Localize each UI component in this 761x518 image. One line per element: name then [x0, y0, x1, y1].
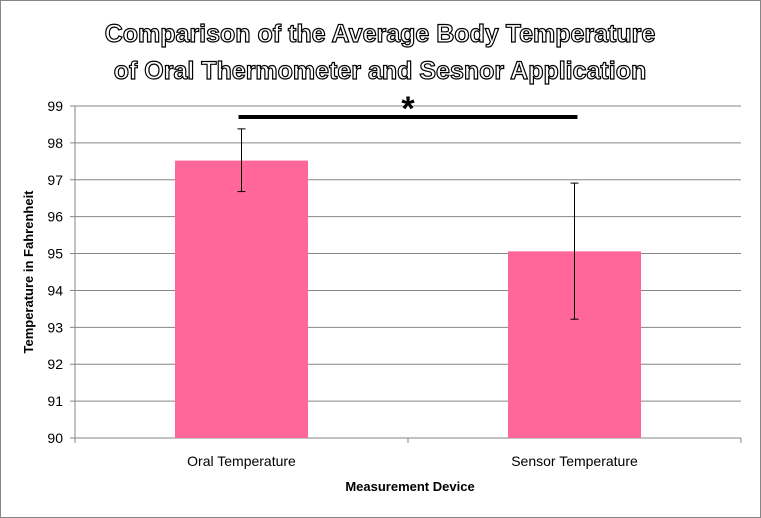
- y-tick-label: 91: [47, 393, 63, 409]
- y-axis-title: Temperature in Fahrenheit: [21, 190, 36, 354]
- significance-star: *: [401, 90, 415, 128]
- bars: [175, 160, 641, 438]
- x-tick-label: Oral Temperature: [187, 453, 296, 469]
- x-axis-title: Measurement Device: [345, 479, 474, 494]
- y-tick-label: 94: [47, 282, 63, 298]
- y-tick-label: 90: [47, 430, 63, 446]
- significance-bracket: *: [238, 90, 578, 128]
- x-tick-label: Sensor Temperature: [511, 453, 638, 469]
- y-tick-label: 99: [47, 98, 63, 114]
- x-tick-labels: Oral Temperature Sensor Temperature: [187, 453, 638, 469]
- error-bars: [237, 128, 579, 320]
- chart-title-line-1: Comparison of the Average Body Temperatu…: [105, 20, 656, 48]
- bar-1: [175, 160, 308, 438]
- y-tick-label: 98: [47, 135, 63, 151]
- y-tick-label: 96: [47, 209, 63, 225]
- y-tick-label: 95: [47, 246, 63, 262]
- y-tick-label: 92: [47, 356, 63, 372]
- y-tick-label: 97: [47, 172, 63, 188]
- y-tick-labels: 90 91 92 93 94 95 96 97 98 99: [47, 98, 63, 446]
- y-tick-label: 93: [47, 319, 63, 335]
- chart-title-line-2: of Oral Thermometer and Sesnor Applicati…: [114, 57, 647, 85]
